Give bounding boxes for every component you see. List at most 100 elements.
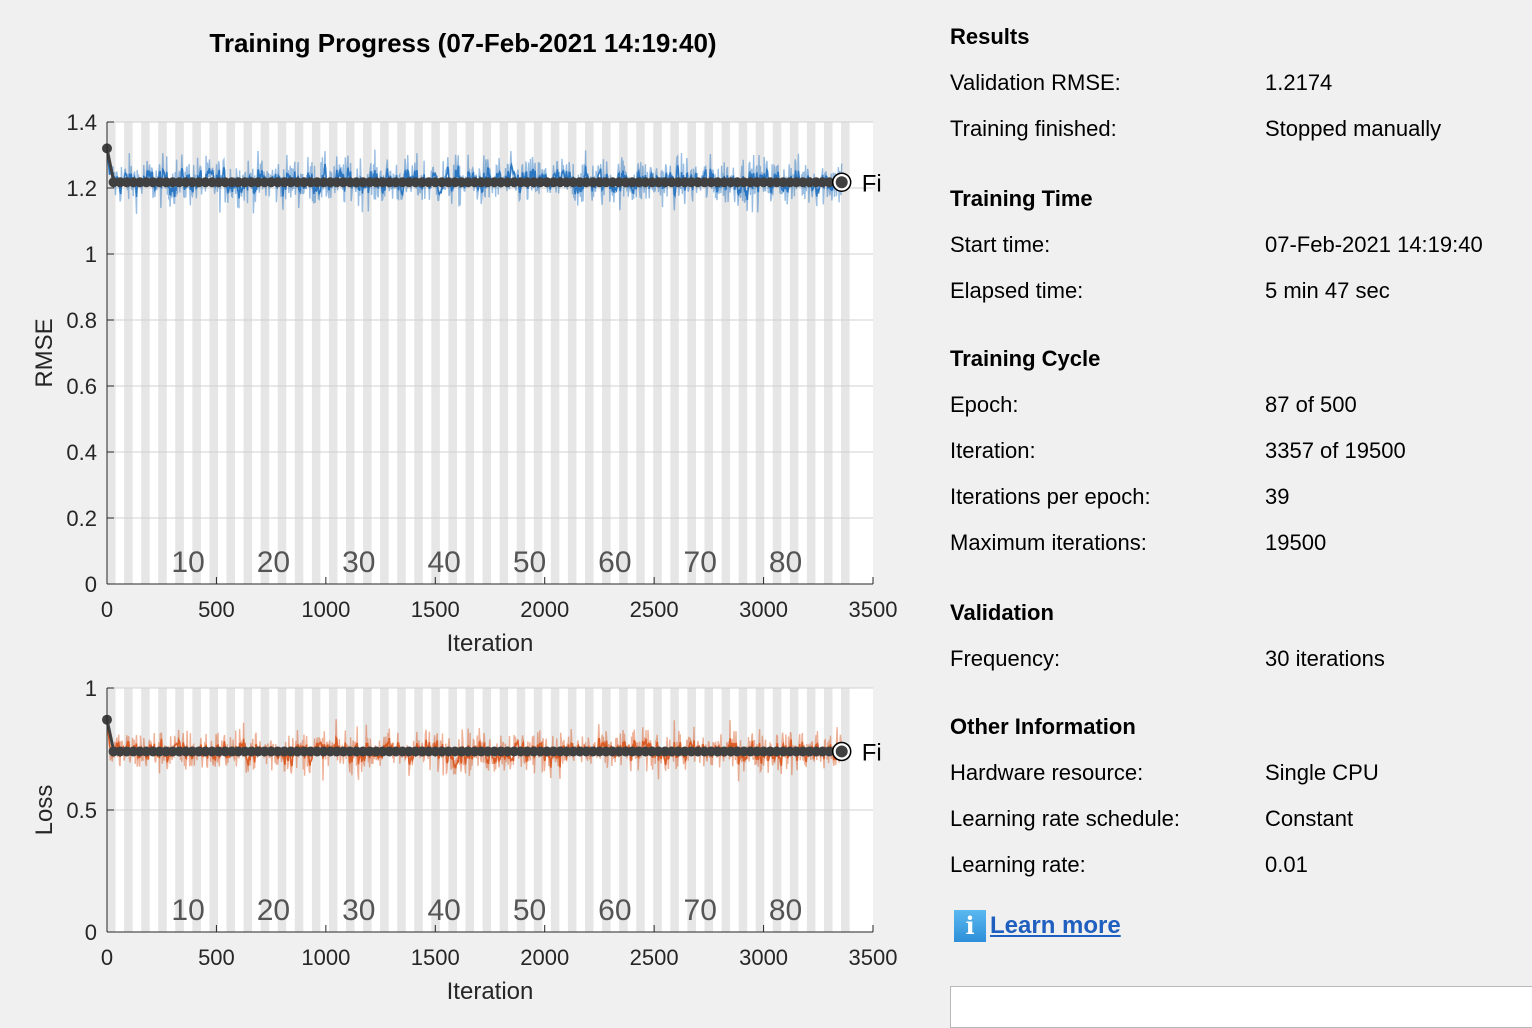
epoch-label: 30 xyxy=(342,894,375,927)
epoch-label: 40 xyxy=(427,546,460,579)
learning-rate-value: 0.01 xyxy=(1265,852,1308,877)
iterations-per-epoch-label: Iterations per epoch: xyxy=(950,484,1151,509)
validation-start-line xyxy=(105,719,116,752)
epoch-band xyxy=(175,122,184,584)
y-tick-label: 0.2 xyxy=(66,506,97,531)
epoch-band xyxy=(414,122,423,584)
iteration-value: 3357 of 19500 xyxy=(1265,438,1406,463)
epoch-label: 60 xyxy=(598,894,631,927)
epoch-label: 50 xyxy=(513,546,546,579)
epoch-band xyxy=(653,122,662,584)
epoch-band xyxy=(448,122,457,584)
final-label: Fina xyxy=(862,170,909,197)
epoch-band xyxy=(841,122,850,584)
epoch-label: 40 xyxy=(427,894,460,927)
iteration-label: Iteration: xyxy=(950,438,1036,463)
y-tick-label: 0.6 xyxy=(66,374,97,399)
hardware-resource-label: Hardware resource: xyxy=(950,760,1144,785)
epoch-band xyxy=(721,122,731,584)
epoch-label: 80 xyxy=(769,546,802,579)
epoch-band xyxy=(533,122,543,584)
epoch-band xyxy=(209,122,218,584)
epoch-band xyxy=(124,122,133,584)
training-finished-label: Training finished: xyxy=(950,116,1117,141)
epoch-band xyxy=(619,122,628,584)
other-info-title: Other Information xyxy=(950,714,1136,739)
epoch-band xyxy=(516,122,526,584)
y-tick-label: 0.8 xyxy=(66,308,97,333)
x-tick-label: 1000 xyxy=(301,597,350,622)
epoch-band xyxy=(789,122,799,584)
info-icon: i xyxy=(954,910,986,942)
lr-schedule-label: Learning rate schedule: xyxy=(950,806,1180,831)
epoch-band xyxy=(294,122,304,584)
epoch-label: 20 xyxy=(257,894,290,927)
epoch-band xyxy=(192,122,201,584)
epoch-label: 80 xyxy=(769,894,802,927)
epoch-band xyxy=(687,122,696,584)
y-tick-label: 1.4 xyxy=(66,110,97,135)
epoch-band xyxy=(499,122,509,584)
epoch-band xyxy=(431,122,440,584)
epoch-band xyxy=(550,122,560,584)
epoch-band xyxy=(738,122,748,584)
output-panel xyxy=(950,986,1532,1028)
epoch-band xyxy=(345,122,355,584)
x-tick-label: 1500 xyxy=(411,945,460,970)
learn-more-link-row[interactable]: i Learn more xyxy=(954,910,1121,942)
epoch-band xyxy=(823,122,833,584)
y-axis-label: RMSE xyxy=(31,318,58,387)
elapsed-time-label: Elapsed time: xyxy=(950,278,1084,303)
x-tick-label: 1000 xyxy=(301,945,350,970)
epoch-band xyxy=(328,122,338,584)
epoch-label: 20 xyxy=(257,546,290,579)
epoch-label: Epoch: xyxy=(950,392,1019,417)
frequency-value: 30 iterations xyxy=(1265,646,1385,671)
x-tick-label: 2500 xyxy=(630,945,679,970)
hardware-resource-value: Single CPU xyxy=(1265,760,1379,785)
results-title: Results xyxy=(950,24,1030,49)
x-tick-label: 500 xyxy=(198,597,235,622)
x-tick-label: 2500 xyxy=(630,597,679,622)
training-finished-value: Stopped manually xyxy=(1265,116,1442,141)
epoch-label: 10 xyxy=(171,894,204,927)
y-tick-label: 1 xyxy=(85,676,97,701)
epoch-band xyxy=(806,122,816,584)
x-tick-label: 3500 xyxy=(849,597,898,622)
epoch-band xyxy=(141,122,150,584)
epoch-band xyxy=(772,122,782,584)
epoch-band xyxy=(363,122,372,584)
y-tick-label: 1 xyxy=(85,242,97,267)
y-tick-label: 0.5 xyxy=(66,798,97,823)
epoch-label: 30 xyxy=(342,546,375,579)
x-tick-label: 0 xyxy=(101,945,113,970)
plot-title: Training Progress (07-Feb-2021 14:19:40) xyxy=(209,28,717,58)
start-time-value: 07-Feb-2021 14:19:40 xyxy=(1265,232,1483,257)
learn-more-link[interactable]: Learn more xyxy=(990,912,1121,939)
epoch-band xyxy=(755,122,765,584)
x-axis-label: Iteration xyxy=(447,978,534,1005)
final-marker-inner xyxy=(835,745,848,758)
max-iterations-label: Maximum iterations: xyxy=(950,530,1147,555)
y-tick-label: 0 xyxy=(85,920,97,945)
validation-start-line xyxy=(105,148,116,183)
y-tick-label: 0 xyxy=(85,572,97,597)
frequency-label: Frequency: xyxy=(950,646,1061,671)
epoch-band xyxy=(704,122,714,584)
epoch-value: 87 of 500 xyxy=(1265,392,1357,417)
validation-rmse-value: 1.2174 xyxy=(1265,70,1333,95)
epoch-band xyxy=(226,122,236,584)
x-tick-label: 2000 xyxy=(520,945,569,970)
x-tick-label: 0 xyxy=(101,597,113,622)
training-time-title: Training Time xyxy=(950,186,1093,211)
epoch-band xyxy=(260,122,270,584)
epoch-label: 50 xyxy=(513,894,546,927)
epoch-band xyxy=(482,122,492,584)
y-axis-label: Loss xyxy=(31,785,58,836)
lr-schedule-value: Constant xyxy=(1265,806,1354,831)
epoch-label: 70 xyxy=(684,894,717,927)
x-axis-label: Iteration xyxy=(447,630,534,657)
